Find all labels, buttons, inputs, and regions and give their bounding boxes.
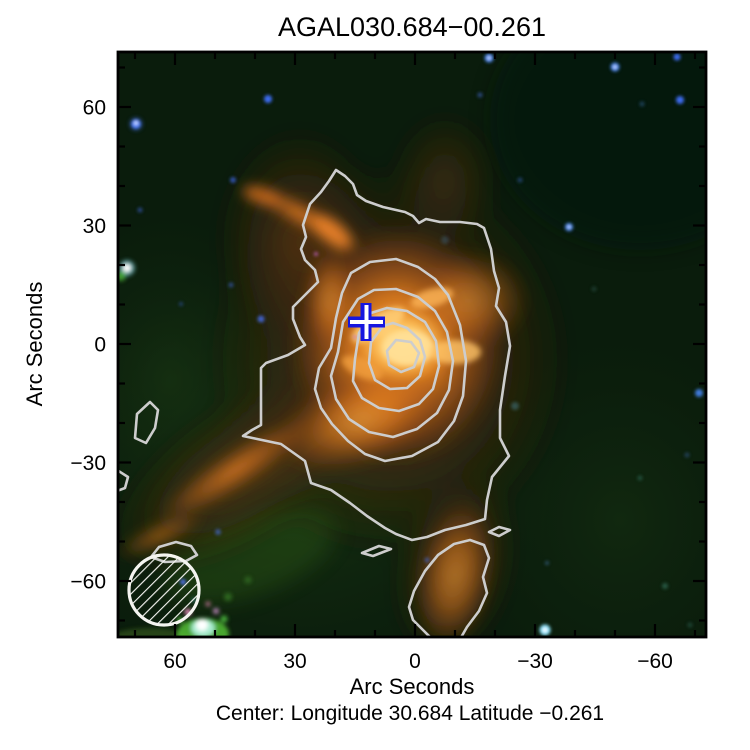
y-axis-label: Arc Seconds bbox=[22, 282, 47, 407]
y-tick-label: 30 bbox=[83, 215, 106, 238]
contour-level-5 bbox=[367, 321, 427, 391]
y-tick-label: −60 bbox=[70, 571, 106, 594]
contour-island-lens bbox=[487, 525, 512, 538]
x-tick-label: 30 bbox=[283, 650, 306, 673]
contour-island-left-edge bbox=[118, 469, 130, 493]
y-tick-label: 0 bbox=[94, 334, 106, 357]
contour-south-extension bbox=[407, 538, 491, 637]
three-color-sky-image bbox=[118, 52, 706, 637]
y-tick-label: −30 bbox=[70, 452, 106, 475]
contour-level-3 bbox=[329, 287, 455, 439]
center-coordinates-caption: Center: Longitude 30.684 Latitude −0.261 bbox=[216, 702, 604, 725]
contour-level-1 bbox=[241, 168, 512, 542]
axis-ticks: 60 30 0 −30 −60 60 30 0 −30 −60 bbox=[70, 52, 706, 673]
y-tick-label: 60 bbox=[83, 97, 106, 120]
x-tick-label: −30 bbox=[517, 650, 553, 673]
plot-title: AGAL030.684−00.261 bbox=[278, 12, 546, 42]
x-tick-label: 0 bbox=[409, 650, 421, 673]
contour-level-2 bbox=[313, 257, 468, 463]
contour-level-6 bbox=[385, 338, 421, 374]
beam-size-indicator bbox=[127, 553, 201, 627]
contour-level-4 bbox=[351, 306, 441, 413]
x-tick-label: 60 bbox=[163, 650, 186, 673]
field-stars bbox=[127, 53, 703, 636]
x-axis-label: Arc Seconds bbox=[350, 674, 475, 699]
contour-island-point bbox=[360, 544, 393, 558]
source-position-cross bbox=[348, 303, 385, 341]
dust-continuum-contours bbox=[118, 168, 512, 637]
contour-island-left bbox=[133, 400, 160, 445]
x-tick-label: −60 bbox=[637, 650, 673, 673]
